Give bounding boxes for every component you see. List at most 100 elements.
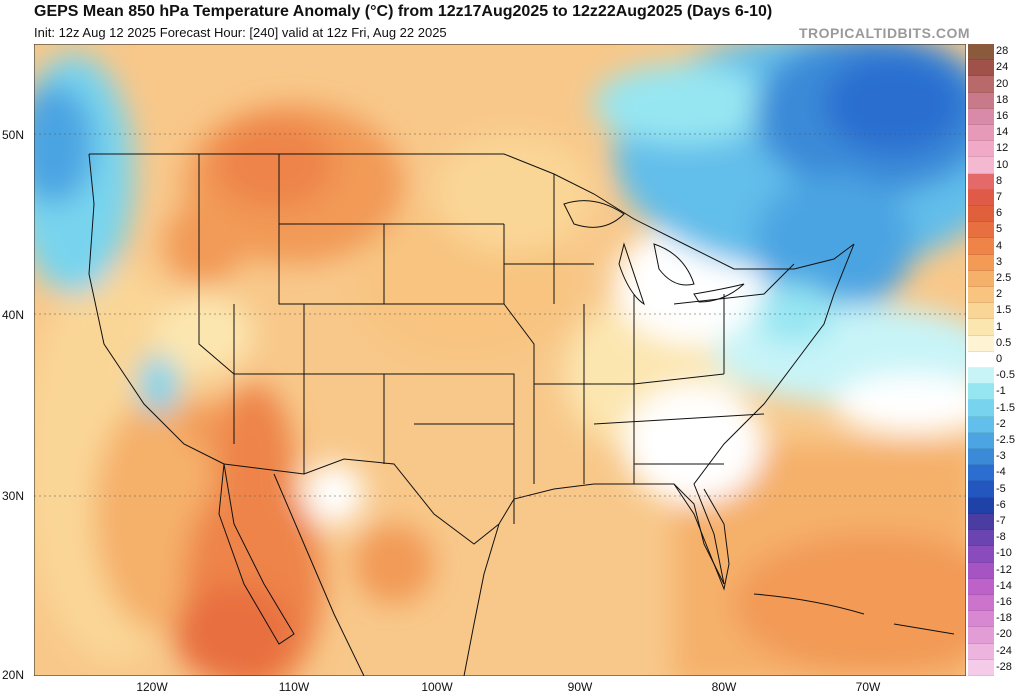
colorbar-label: 14 [996,126,1009,139]
graticule [34,133,966,497]
colorbar-label: -28 [996,660,1012,673]
colorbar-swatch [968,206,994,223]
colorbar [968,44,994,676]
colorbar-label: 3 [996,255,1003,268]
colorbar-label: 2 [996,288,1003,301]
colorbar-label: 2.5 [996,271,1012,284]
colorbar-label: -2.5 [996,434,1015,447]
florida [673,483,730,591]
colorbar-swatch [968,513,994,531]
colorbar-swatch [968,189,994,207]
colorbar-label: 20 [996,77,1009,90]
colorbar-swatch [968,270,994,288]
lat-label-40n: 40N [2,308,25,322]
lon-label-90w: 90W [567,680,593,694]
colorbar-swatch [968,400,994,417]
colorbar-label: -14 [996,579,1012,592]
colorbar-swatch [968,432,994,450]
colorbar-swatch [968,287,994,304]
colorbar-swatch [968,157,994,174]
site-brand[interactable]: TROPICALTIDBITS.COM [798,25,970,41]
colorbar-label: -1 [996,385,1006,398]
lon-label-120w: 120W [136,680,168,694]
colorbar-swatch [968,125,994,142]
colorbar-swatch [968,578,994,595]
mexico-east-coast [463,523,500,676]
colorbar-swatch [968,76,994,93]
colorbar-swatch [968,611,994,628]
colorbar-swatch [968,351,994,369]
colorbar-label: -20 [996,628,1012,641]
colorbar-swatch [968,319,994,336]
colorbar-label: 12 [996,142,1009,155]
colorbar-swatch [968,44,994,61]
colorbar-label: -6 [996,498,1006,511]
colorbar-label: 16 [996,109,1009,122]
colorbar-label: -1.5 [996,401,1015,414]
colorbar-label: -12 [996,563,1012,576]
colorbar-swatch [968,627,994,644]
colorbar-swatch [968,368,994,385]
colorbar-label: -5 [996,482,1006,495]
colorbar-label: 5 [996,223,1003,236]
colorbar-swatch [968,108,994,126]
colorbar-swatch [968,141,994,158]
cuba [753,593,865,615]
colorbar-swatch [968,546,994,563]
colorbar-swatch [968,562,994,579]
us-canada-border [89,153,855,270]
lake-superior [563,200,625,228]
lon-label-80w: 80W [711,680,737,694]
east-coast [693,243,855,585]
colorbar-label: 0 [996,353,1003,365]
colorbar-swatch [968,643,994,660]
colorbar-swatch [968,384,994,401]
lake-michigan [618,242,645,306]
colorbar-label: 18 [996,93,1009,106]
colorbar-label: 28 [996,45,1009,58]
colorbar-label: -0.5 [996,369,1015,382]
colorbar-label: 8 [996,174,1003,187]
colorbar-label: 0.5 [996,336,1012,349]
us-west-coast [88,153,225,465]
lake-huron [653,243,695,286]
colorbar-swatch [968,481,994,498]
lon-label-100w: 100W [421,680,453,694]
anomaly-map [34,44,966,676]
colorbar-label: -4 [996,466,1006,479]
lat-label-50n: 50N [2,128,25,142]
colorbar-label: 4 [996,239,1003,252]
colorbar-label: -3 [996,450,1006,463]
colorbar-swatch [968,173,994,190]
colorbar-label: -16 [996,596,1012,609]
colorbar-swatch [968,416,994,433]
baja-peninsula [218,463,295,645]
colorbar-label: 6 [996,207,1003,220]
lat-label-30n: 30N [2,489,25,503]
colorbar-label: -24 [996,644,1012,657]
colorbar-label: 10 [996,158,1009,171]
colorbar-label: 7 [996,190,1003,203]
colorbar-swatch [968,335,994,352]
colorbar-label: 1.5 [996,304,1012,317]
colorbar-swatch [968,254,994,271]
colorbar-swatch [968,222,994,239]
colorbar-swatch [968,92,994,109]
colorbar-swatch [968,594,994,612]
colorbar-swatch [968,530,994,547]
colorbar-swatch [968,449,994,466]
political-boundaries [88,153,955,676]
map-canvas [34,44,966,676]
colorbar-label: -8 [996,531,1006,544]
lon-label-70w: 70W [855,680,881,694]
colorbar-swatch [968,659,994,676]
colorbar-swatch [968,60,994,77]
map-title: GEPS Mean 850 hPa Temperature Anomaly (°… [34,3,773,20]
colorbar-label: -10 [996,547,1012,560]
map-subtitle: Init: 12z Aug 12 2025 Forecast Hour: [24… [34,25,447,40]
lake-erie [693,283,745,303]
colorbar-swatch [968,303,994,320]
mexico-west-coast [273,473,365,676]
header: GEPS Mean 850 hPa Temperature Anomaly (°… [0,0,1024,44]
colorbar-label: -7 [996,515,1006,528]
